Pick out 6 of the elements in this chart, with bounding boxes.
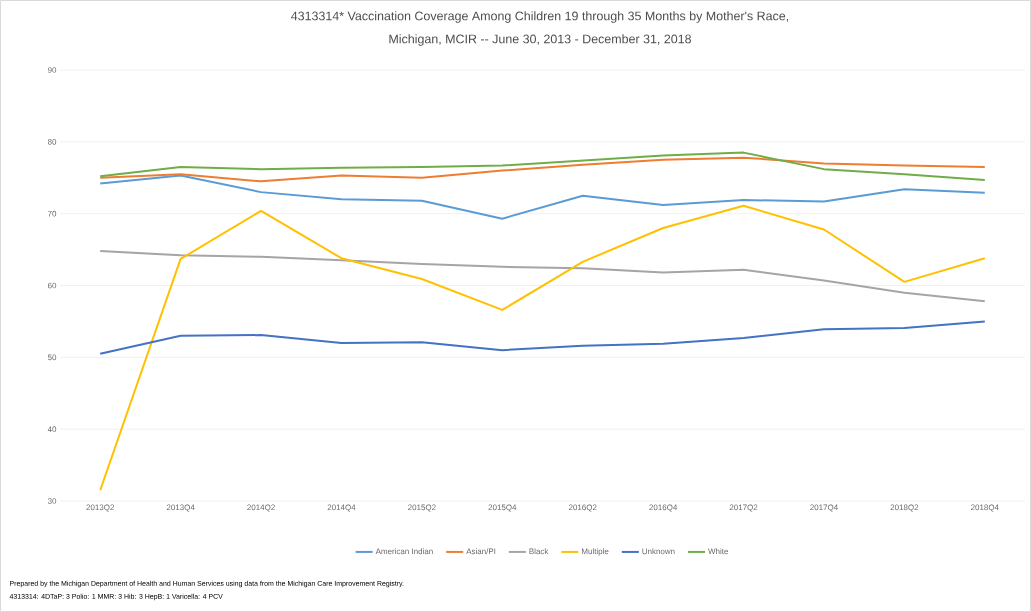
- chart-title: 4313314* Vaccination Coverage Among Children 19 through 35 Months by Mother's Race,: [291, 11, 789, 23]
- line-series: [99, 250, 986, 303]
- line-series: [99, 320, 986, 355]
- chart-subtitle: Michigan, MCIR -- June 30, 2013 - December 31, 2018: [389, 34, 692, 46]
- line-series: [99, 174, 986, 220]
- line-series: [99, 204, 986, 492]
